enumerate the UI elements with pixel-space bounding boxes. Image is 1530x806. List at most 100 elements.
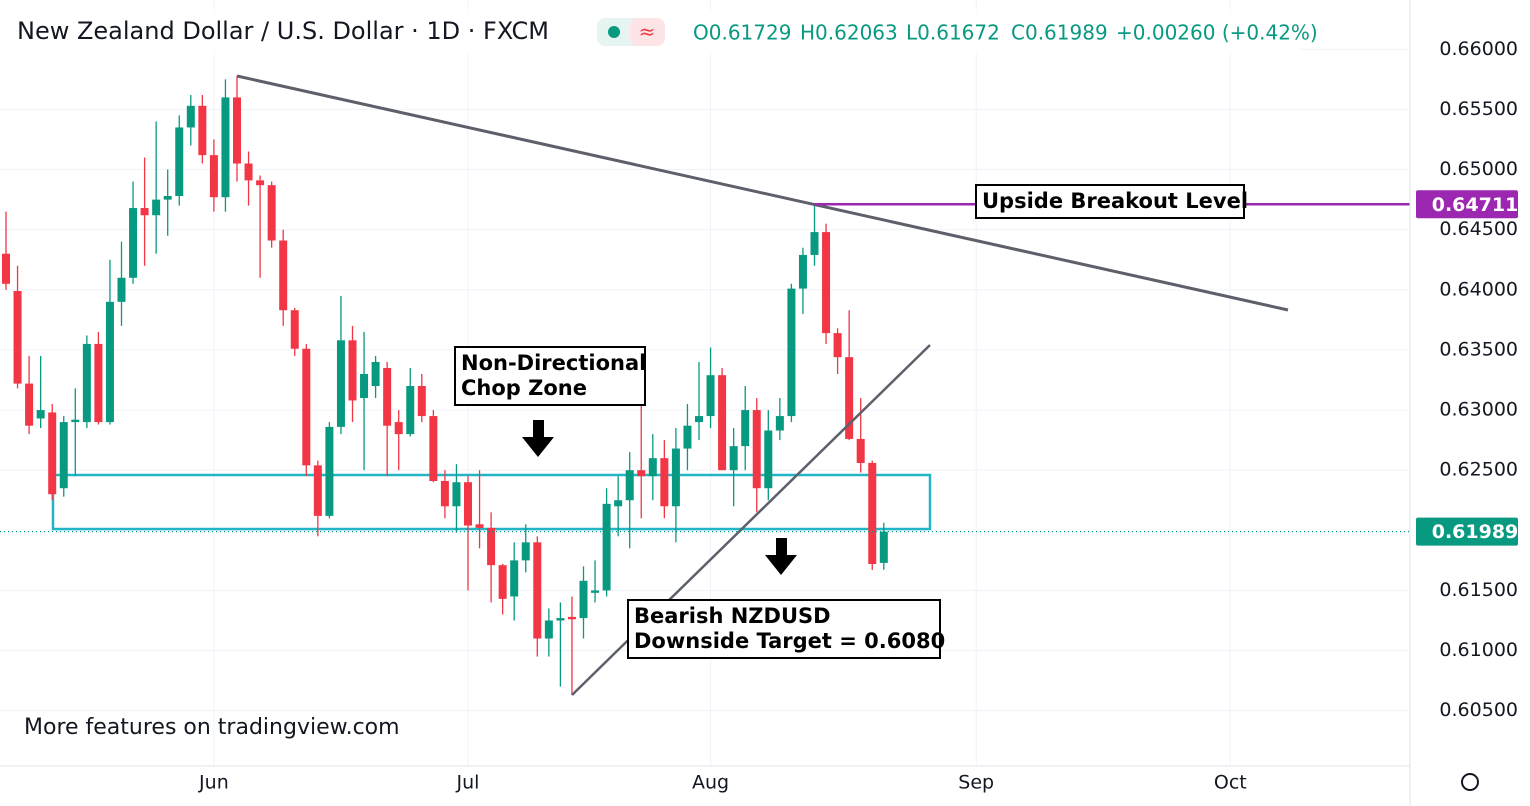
candle-body [105,301,114,423]
candles [2,75,888,696]
y-tick-label: 0.66000 [1439,38,1518,60]
candle-body [209,155,218,198]
candle-body [440,481,449,507]
candle-body [787,288,796,417]
y-tick-label: 0.61500 [1439,579,1518,601]
candle-body [706,375,715,417]
candle-body [152,199,161,216]
candle-body [544,620,553,639]
y-tick-label: 0.63000 [1439,399,1518,421]
candle-body [290,310,299,349]
candle-body [521,542,530,561]
upside-label: Upside Breakout Level [982,189,1248,213]
price-tag [1416,190,1518,219]
y-tick-label: 0.63500 [1439,338,1518,360]
candle-body [510,560,519,597]
y-tick-label: 0.60500 [1439,699,1518,721]
candle-body [579,580,588,619]
candle-body [140,208,149,216]
status-dot [608,26,620,38]
watermark: More features on tradingview.com [24,715,400,740]
candle-body [82,343,91,423]
candle-body [856,438,865,463]
candle-body [59,422,68,489]
upside-box [975,184,1245,219]
candle-body [475,524,484,528]
candle-body [764,430,773,489]
candle-body [868,462,877,564]
down-arrow [765,538,797,575]
candle-body [556,618,565,621]
candle-body [313,465,322,516]
candle-body [671,448,680,507]
candle-body [383,367,392,426]
x-tick-label: Oct [1214,772,1247,794]
candle-body [279,240,288,311]
chop-label: Non-Directional [461,351,646,375]
candle-body [348,340,357,401]
candle-body [371,361,380,387]
candle-body [822,232,831,334]
candle-body [683,425,692,449]
candle-body [129,208,138,278]
candle-body [810,232,819,255]
chart-title: New Zealand Dollar / U.S. Dollar · 1D · … [17,17,549,45]
settings-icon[interactable] [1461,773,1479,791]
x-tick-label: Jul [456,772,480,794]
candle-body [302,348,311,466]
ohlc-high: H0.62063 [800,21,898,45]
ohlc-close: C0.61989 [1011,21,1108,45]
candle-body [602,503,611,591]
candle-body [695,416,703,423]
y-tick-label: 0.61000 [1439,639,1518,661]
overlays [0,203,1410,533]
candle-body [498,565,507,599]
candle-body [25,383,34,426]
y-tick-label: 0.65000 [1439,158,1518,180]
candle-body [648,458,657,477]
candle-body [533,542,542,639]
candle-body [13,291,22,384]
ohlc-change: +0.00260 (+0.42%) [1116,21,1318,45]
candle-body [845,357,854,439]
status-icon: ≈ [639,20,656,44]
candle-body [487,527,496,566]
status-pill [630,18,665,46]
candle-body [798,254,807,289]
candle-body [233,97,241,164]
target-label: Downside Target = 0.6080 [634,629,945,653]
candle-body [221,97,230,198]
target-label: Bearish NZDUSD [634,604,831,628]
chop-box [454,346,646,406]
candle-body [879,531,888,563]
candle-body [256,180,265,186]
candle-body [660,458,669,507]
candle-body [464,482,472,526]
candle-body [175,127,184,197]
candle-body [186,105,195,128]
y-tick-label: 0.64000 [1439,278,1518,300]
candle-body [2,253,10,284]
x-tick-label: Jun [198,772,229,794]
candle-body [198,105,207,156]
price-tag-label: 0.64711 [1432,194,1519,216]
candle-body [36,410,45,419]
candle-body [452,482,461,507]
candle-body [244,163,253,181]
price-tag [1416,517,1518,546]
candle-body [729,446,738,471]
candle-body [567,616,576,620]
ohlc-open: O0.61729 [693,21,791,45]
price-tag-label: 0.61989 [1432,521,1519,543]
target-box [627,599,941,659]
chop-label: Chop Zone [461,376,587,400]
ohlc-low: L0.61672 [906,21,1000,45]
x-tick-label: Aug [692,772,729,794]
candle-body [741,410,750,447]
candle-body [48,412,57,495]
candle-body [360,373,369,399]
candle-body [117,277,126,302]
candle-body [336,340,345,427]
candle-body [718,375,727,471]
